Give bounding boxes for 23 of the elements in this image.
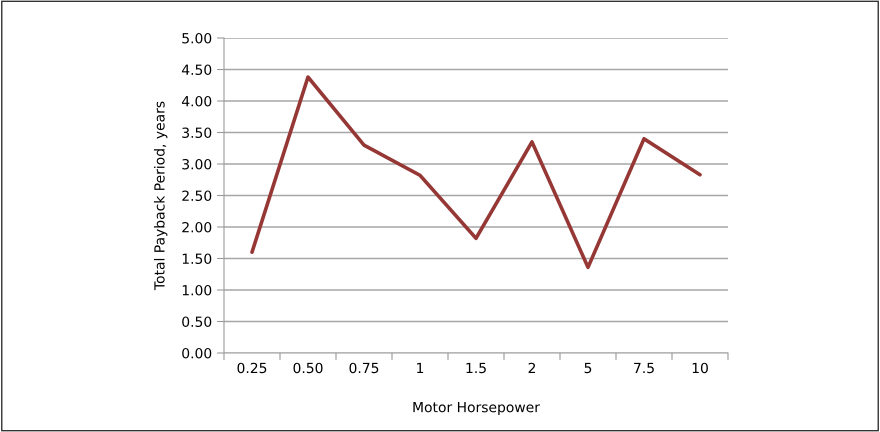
x-tick-label: 2 (528, 362, 536, 374)
x-tick-label: 0.25 (237, 362, 266, 374)
x-tick-label: 1 (417, 362, 424, 374)
y-tick-label: 4.00 (182, 96, 212, 106)
y-tick-label: 3.00 (182, 158, 212, 170)
y-tick-label: 0.50 (182, 316, 212, 327)
line-series (250, 75, 702, 270)
y-axis-title: Total Payback Period, years (154, 102, 168, 290)
x-tick-label: 10 (692, 362, 708, 374)
y-tick-label: 2.50 (182, 190, 212, 201)
y-tick-label: 1.50 (182, 253, 212, 264)
x-tick-label: 0.75 (349, 362, 378, 374)
x-tick-label: 1.5 (466, 362, 486, 374)
y-tick-label: 4.50 (182, 64, 212, 75)
y-tick-label: 1.00 (182, 284, 212, 296)
y-tick-label: 2.00 (182, 222, 212, 232)
y-tick-label: 5.00 (182, 32, 212, 44)
x-axis-title: Motor Horsepower (413, 402, 540, 416)
x-tick-label: 7.5 (634, 362, 654, 374)
y-tick-label: 0.00 (182, 348, 212, 358)
x-tick-label: 5 (584, 362, 592, 374)
y-tick-label: 3.50 (182, 127, 212, 138)
x-tick-label: 0.50 (293, 362, 323, 374)
